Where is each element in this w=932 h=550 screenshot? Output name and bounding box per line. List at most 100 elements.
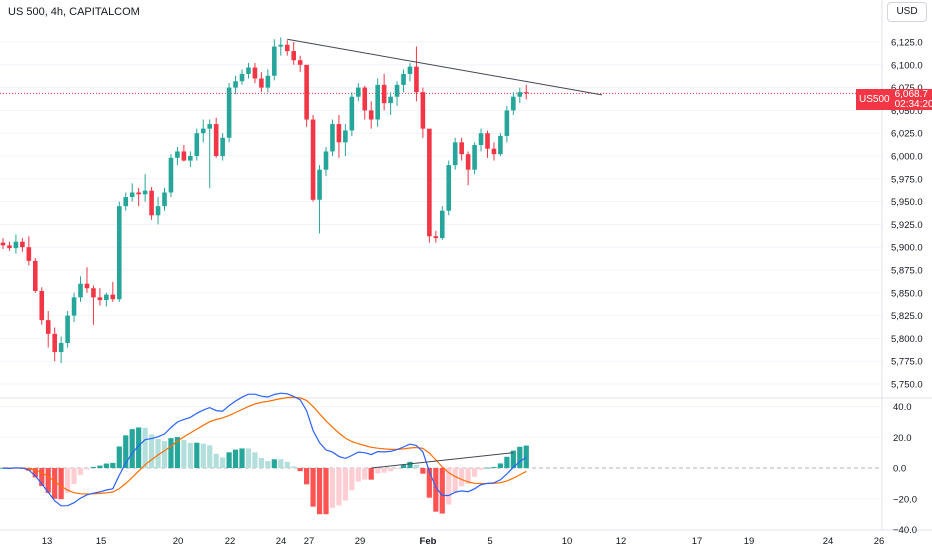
candle bbox=[142, 174, 148, 202]
time-tick-label: 22 bbox=[225, 536, 236, 547]
histogram-bar bbox=[510, 450, 516, 468]
time-tick-label: 20 bbox=[173, 536, 184, 547]
candle bbox=[58, 336, 64, 364]
candle bbox=[420, 87, 426, 138]
time-tick-label: 12 bbox=[616, 536, 627, 547]
price-pane: 6,125.0 6,100.0 6,075.0 6,050.0 6,025.0 6,000… bbox=[0, 0, 932, 531]
candle bbox=[213, 117, 219, 158]
price-grid bbox=[0, 0, 932, 531]
histogram-bar bbox=[161, 441, 168, 468]
candle-body bbox=[20, 241, 25, 248]
histogram-bar bbox=[258, 458, 264, 468]
candle-body bbox=[220, 137, 225, 156]
histogram-bar bbox=[116, 446, 122, 468]
candle-body bbox=[498, 135, 503, 155]
histogram-bar bbox=[136, 427, 142, 468]
histogram-bar bbox=[465, 468, 471, 484]
time-tick-label: 24 bbox=[823, 536, 834, 547]
time-tick-label: 17 bbox=[692, 536, 703, 547]
histogram-bar bbox=[278, 459, 284, 468]
candle bbox=[91, 285, 96, 325]
time-axis[interactable]: 13 15 20 22 24 27 29 Feb 5 10 12 17 19 24 26 bbox=[42, 536, 885, 547]
histogram-bar bbox=[523, 445, 529, 468]
candle-body bbox=[58, 342, 64, 353]
histogram-bar bbox=[310, 468, 316, 507]
candle-body bbox=[459, 142, 464, 155]
price-tick-label: 5,750.0 bbox=[891, 380, 923, 391]
candle bbox=[433, 230, 439, 243]
price-tick-label: 5,800.0 bbox=[891, 334, 923, 345]
time-tick-label: 10 bbox=[562, 536, 573, 547]
candle-body bbox=[427, 128, 432, 237]
candle bbox=[188, 151, 193, 167]
macd-pane: 40.0 20.0 0.0 −20.0 −40.0 bbox=[0, 392, 917, 536]
histogram-bar bbox=[497, 463, 504, 468]
histogram-bar bbox=[329, 468, 336, 508]
histogram-bar bbox=[97, 465, 103, 468]
candle-body bbox=[368, 110, 374, 120]
candle bbox=[272, 39, 277, 81]
candle-body bbox=[71, 297, 77, 316]
candle-body bbox=[310, 119, 316, 200]
candle-body bbox=[439, 210, 445, 239]
candle-body bbox=[175, 151, 180, 158]
candle bbox=[517, 87, 523, 104]
histogram-bar bbox=[446, 468, 452, 505]
candle bbox=[13, 234, 19, 254]
candle-body bbox=[394, 84, 400, 97]
histogram-bar bbox=[71, 468, 77, 485]
candle bbox=[84, 267, 90, 293]
candle-body bbox=[194, 133, 200, 156]
candle-body bbox=[511, 96, 516, 111]
candle bbox=[356, 83, 361, 102]
price-tick-label: 5,825.0 bbox=[891, 311, 923, 322]
candle-body bbox=[97, 297, 103, 301]
candles bbox=[0, 37, 529, 364]
candle bbox=[220, 133, 225, 161]
candle-body bbox=[110, 294, 116, 300]
time-tick-label: 27 bbox=[304, 536, 315, 547]
histogram-bar bbox=[39, 468, 45, 487]
macd-axis[interactable]: 40.0 20.0 0.0 −20.0 −40.0 bbox=[893, 402, 917, 536]
candle bbox=[52, 327, 57, 362]
histogram-bar bbox=[265, 461, 271, 468]
time-tick-label: 13 bbox=[42, 536, 53, 547]
candle-body bbox=[181, 151, 187, 161]
price-tick-label: 6,025.0 bbox=[891, 129, 923, 140]
candle-body bbox=[356, 87, 361, 97]
histogram-bar bbox=[400, 464, 407, 468]
candle bbox=[194, 128, 200, 161]
candle bbox=[181, 145, 187, 162]
candle bbox=[97, 288, 103, 306]
candle bbox=[498, 133, 503, 156]
candle-body bbox=[381, 84, 387, 104]
price-tick-label: 5,775.0 bbox=[891, 357, 923, 368]
histogram-bar bbox=[471, 468, 478, 477]
candle bbox=[291, 42, 296, 65]
candle bbox=[381, 73, 387, 111]
candle-body bbox=[65, 315, 70, 343]
candle bbox=[427, 128, 432, 243]
candle-body bbox=[414, 66, 419, 93]
price-tick-label: 5,850.0 bbox=[891, 288, 923, 299]
candle-body bbox=[246, 67, 251, 74]
candle bbox=[394, 81, 400, 106]
candle bbox=[459, 137, 464, 161]
candle bbox=[465, 151, 471, 186]
candle bbox=[239, 69, 245, 85]
candle bbox=[297, 55, 303, 73]
candle bbox=[45, 311, 51, 348]
histogram-bar bbox=[181, 439, 187, 468]
candle bbox=[310, 114, 316, 202]
candle bbox=[168, 154, 174, 198]
candle bbox=[252, 62, 258, 84]
candle bbox=[439, 206, 445, 240]
currency-button[interactable]: USD bbox=[887, 2, 927, 22]
price-tick-label: 6,100.0 bbox=[891, 60, 923, 71]
candle bbox=[304, 64, 309, 127]
histogram-bar bbox=[375, 468, 381, 474]
price-axis[interactable]: 6,125.0 6,100.0 6,075.0 6,050.0 6,025.0 6,000… bbox=[891, 38, 923, 391]
price-tag-values: 6,068.7 02:34:20 bbox=[893, 89, 932, 110]
macd-tick-label: −40.0 bbox=[893, 525, 917, 536]
